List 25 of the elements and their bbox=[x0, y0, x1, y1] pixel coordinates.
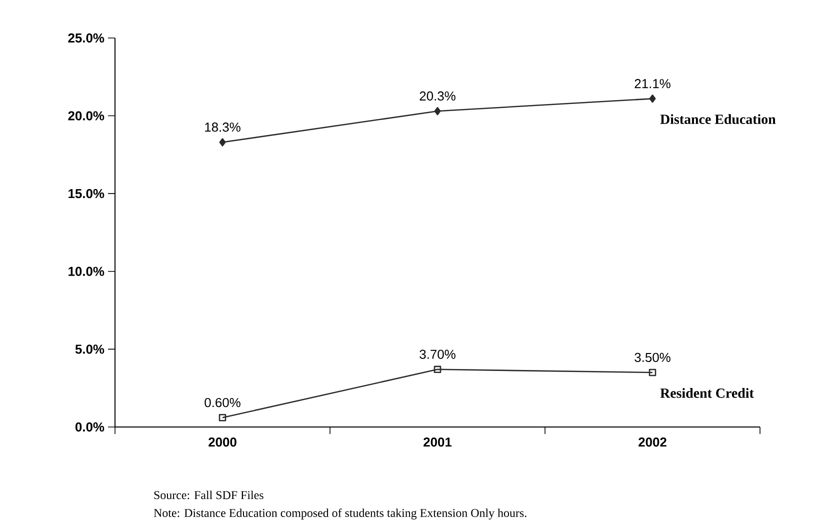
x-tick-label: 2001 bbox=[424, 438, 452, 447]
data-label: 3.70% bbox=[420, 350, 456, 359]
point bbox=[434, 366, 442, 374]
y-tick-label: 20.0% bbox=[68, 111, 104, 120]
series-label: Distance Education bbox=[660, 114, 776, 124]
data-label: 18.3% bbox=[205, 122, 240, 132]
y-tick-label: 25.0% bbox=[68, 33, 104, 43]
text: Note: Distance Education composed of students taking Extension Only hours. bbox=[154, 508, 526, 520]
x-tick-label: 2000 bbox=[208, 438, 236, 447]
point bbox=[219, 138, 226, 146]
point bbox=[218, 414, 226, 422]
series-label: Resident Credit bbox=[660, 388, 754, 398]
data-label: 20.3% bbox=[420, 91, 456, 101]
y-tick-label: 0.0% bbox=[75, 422, 104, 432]
point bbox=[649, 94, 656, 103]
y-tick-label: 15.0% bbox=[68, 188, 104, 198]
y-tick-label: 10.0% bbox=[68, 266, 104, 276]
source-note: Source: Fall SDF Files bbox=[154, 490, 264, 500]
data-label: 0.60% bbox=[204, 398, 240, 408]
data-label: 3.50% bbox=[634, 352, 670, 362]
point bbox=[648, 368, 656, 376]
y-tick-label: 5.0% bbox=[75, 344, 104, 354]
point bbox=[434, 106, 441, 116]
data-label: 21.1% bbox=[634, 79, 670, 88]
x-tick-label: 2002 bbox=[638, 438, 666, 447]
